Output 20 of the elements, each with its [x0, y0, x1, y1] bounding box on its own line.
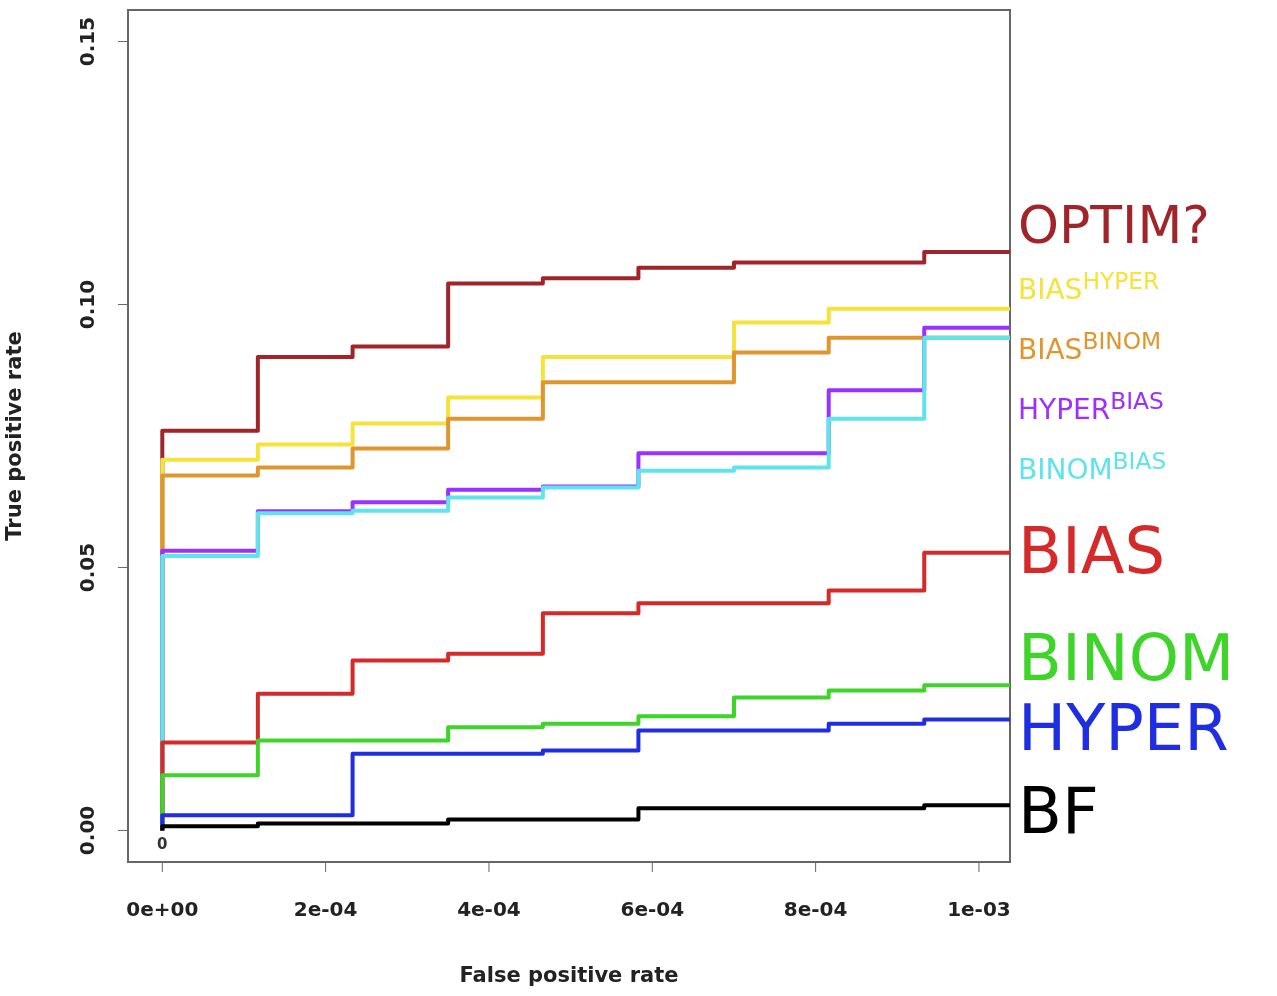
- text: BINOM$^{BIAS}$: [1018, 447, 1167, 487]
- x-tick-label: 6e-04: [620, 897, 685, 922]
- y-tick-label: 0.05: [75, 542, 99, 593]
- y-tick-label: 0.10: [75, 279, 99, 330]
- series-label: BIAS: [1018, 514, 1166, 589]
- x-tick-label: 2e-04: [293, 897, 358, 922]
- series-label: BIAS$^{HYPER}$: [1018, 267, 1160, 307]
- y-tick-label: 0.15: [75, 16, 99, 67]
- x-tick-label: 0e+00: [126, 897, 199, 922]
- y-axis-title: True positive rate: [2, 331, 27, 541]
- series-label: BF: [1018, 774, 1099, 849]
- y-tick-label: 0.00: [75, 805, 99, 856]
- annotation: 0: [157, 835, 168, 854]
- x-tick-label: 4e-04: [457, 897, 521, 922]
- series-label: BIAS$^{BINOM}$: [1018, 327, 1162, 367]
- series-label: OPTIM?: [1018, 195, 1210, 256]
- text: HYPER$^{BIAS}$: [1018, 387, 1164, 427]
- x-tick-label: 8e-04: [783, 897, 848, 922]
- x-tick-label: 1e-03: [947, 897, 1011, 922]
- x-axis-title: False positive rate: [459, 963, 679, 987]
